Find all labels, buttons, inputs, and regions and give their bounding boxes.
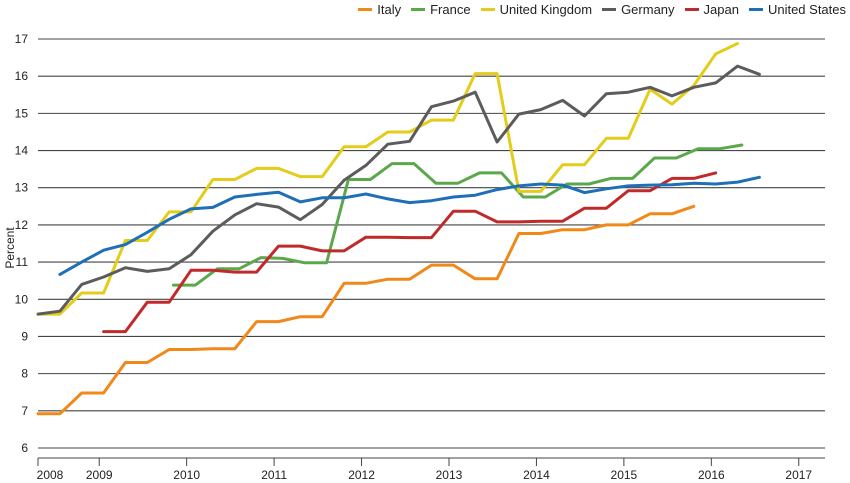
x-tick-label: 2012 [348, 468, 375, 482]
legend-swatch [602, 7, 617, 11]
x-tick-label: 2015 [611, 468, 638, 482]
y-tick-label: 6 [21, 441, 28, 455]
legend-swatch [748, 7, 763, 11]
series-line-japan [102, 171, 718, 334]
series-line-united-kingdom [36, 42, 740, 316]
legend-item-france: France [411, 1, 471, 17]
x-tick-label: 2016 [698, 468, 725, 482]
legend-item-japan: Japan [684, 1, 739, 17]
legend-swatch [480, 7, 495, 11]
series-line-united-states [58, 175, 761, 276]
legend-label: United Kingdom [499, 1, 593, 17]
x-tick-label: 2017 [785, 468, 812, 482]
series-line-italy [36, 204, 696, 416]
legend-label: France [430, 1, 471, 17]
x-tick-label: 2010 [173, 468, 200, 482]
legend-item-united-states: United States [748, 1, 846, 17]
legend-label: Italy [377, 1, 402, 17]
legend-item-italy: Italy [358, 2, 401, 17]
x-tick-label: 2011 [261, 468, 287, 482]
y-tick-label: 12 [15, 218, 29, 232]
y-tick-label: 10 [15, 292, 29, 306]
y-tick-label: 13 [15, 181, 29, 195]
legend-label: Japan [703, 1, 739, 17]
legend-swatch [684, 7, 699, 11]
y-tick-label: 15 [15, 106, 29, 120]
chart-legend: Italy France United Kingdom Germany Japan Uni… [358, 0, 846, 18]
series-lines [36, 42, 761, 416]
legend-label: Germany [621, 1, 675, 17]
x-tick-label: 2013 [436, 468, 463, 482]
legend-item-united-kingdom: United Kingdom [480, 1, 593, 17]
legend-swatch [358, 7, 373, 11]
y-axis-label: Percent [3, 227, 17, 269]
legend-item-germany: Germany [602, 1, 675, 17]
x-tick-label: 2014 [523, 468, 550, 482]
y-tick-label: 9 [21, 329, 28, 343]
x-tick-label: 2008 [37, 468, 64, 482]
gridlines [38, 38, 825, 449]
y-tick-label: 7 [21, 404, 28, 418]
y-tick-label: 14 [15, 144, 29, 158]
y-tick-label: 11 [16, 255, 29, 269]
y-tick-label: 8 [21, 367, 28, 381]
axes: 6 7 8 9 10 11 12 13 14 15 16 17 2008 2009 2010 2011 2012… [15, 32, 825, 482]
x-tick-label: 2009 [86, 468, 113, 482]
legend-label: United States [767, 1, 846, 17]
series-line-germany [36, 64, 761, 316]
y-tick-label: 16 [15, 69, 29, 83]
y-tick-label: 17 [15, 32, 29, 46]
legend-swatch [411, 7, 426, 11]
